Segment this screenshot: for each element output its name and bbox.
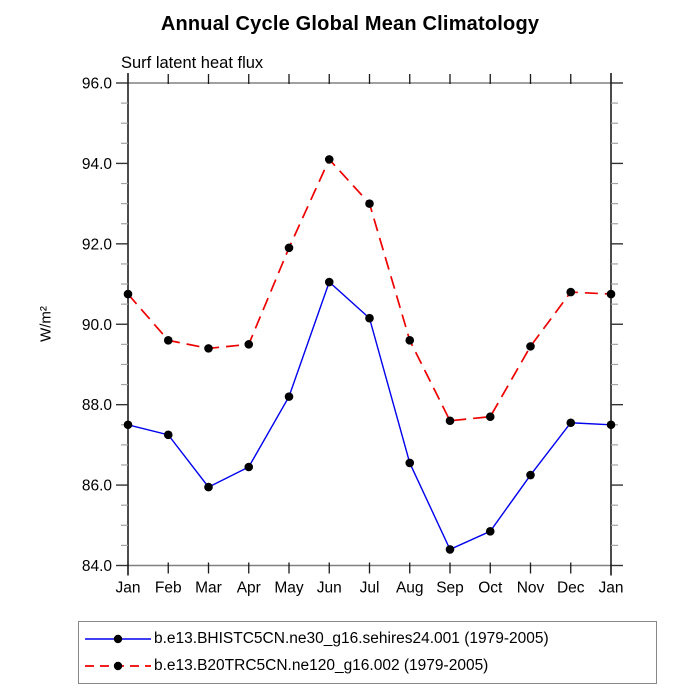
x-tick-label: Oct [478, 580, 503, 597]
data-point-marker [163, 430, 173, 440]
data-point-marker [566, 287, 576, 297]
data-point-marker [365, 199, 374, 208]
y-tick-label: 94.0 [82, 156, 113, 173]
data-point-marker [244, 340, 254, 349]
legend: b.e13.BHISTC5CN.ne30_g16.sehires24.001 (… [78, 621, 657, 684]
data-point-marker [445, 416, 455, 426]
data-point-marker [284, 243, 294, 253]
x-tick-label: Mar [195, 580, 222, 597]
x-tick-label: Jun [317, 580, 342, 597]
data-point-marker [284, 392, 294, 401]
x-tick-label: Feb [155, 580, 182, 597]
data-point-marker [324, 277, 334, 287]
data-point-marker [204, 344, 213, 353]
x-tick-label: Sep [436, 580, 464, 597]
legend-label: b.e13.B20TRC5CN.ne120_g16.002 (1979-2005… [154, 657, 489, 674]
legend-line-sample-icon [85, 661, 151, 671]
data-point-marker [445, 545, 455, 554]
x-tick-label: Nov [517, 580, 545, 597]
data-point-marker [244, 462, 254, 472]
x-tick-label: Aug [396, 580, 424, 597]
x-tick-label: Jan [599, 580, 624, 597]
data-point-marker [526, 342, 535, 351]
legend-item-series-1: b.e13.B20TRC5CN.ne120_g16.002 (1979-2005… [83, 654, 656, 678]
data-point-marker [485, 412, 495, 422]
y-tick-label: 86.0 [82, 478, 113, 495]
data-point-marker [324, 155, 334, 164]
legend-item-series-0: b.e13.BHISTC5CN.ne30_g16.sehires24.001 (… [83, 627, 656, 651]
series-line-1 [127, 157, 612, 422]
y-tick-label: 88.0 [82, 397, 113, 414]
y-tick-label: 96.0 [82, 76, 113, 93]
chart-title: Annual Cycle Global Mean Climatology [160, 13, 540, 35]
chart-subtitle: Surf latent heat flux [121, 54, 264, 72]
data-point-marker [566, 418, 576, 428]
y-tick-label: 90.0 [82, 317, 113, 334]
data-point-marker [405, 458, 415, 468]
data-point-marker [123, 420, 133, 430]
x-tick-label: Jan [116, 580, 141, 597]
y-tick-label: 92.0 [82, 236, 113, 253]
x-tick-label: Apr [237, 580, 261, 597]
data-point-marker [606, 420, 616, 430]
data-point-marker [405, 336, 415, 345]
x-tick-label: Dec [557, 580, 585, 597]
data-point-marker [163, 336, 173, 345]
x-tick-label: Jul [360, 580, 380, 597]
data-point-marker [485, 527, 495, 536]
y-tick-label: 84.0 [82, 558, 113, 575]
data-point-marker [365, 313, 374, 323]
data-point-marker [204, 482, 213, 492]
legend-line-sample-icon [85, 634, 151, 644]
data-point-marker [123, 289, 133, 299]
legend-label: b.e13.BHISTC5CN.ne30_g16.sehires24.001 (… [154, 630, 549, 647]
data-point-marker [606, 289, 616, 299]
data-point-marker [526, 470, 535, 480]
x-tick-label: May [274, 580, 304, 597]
